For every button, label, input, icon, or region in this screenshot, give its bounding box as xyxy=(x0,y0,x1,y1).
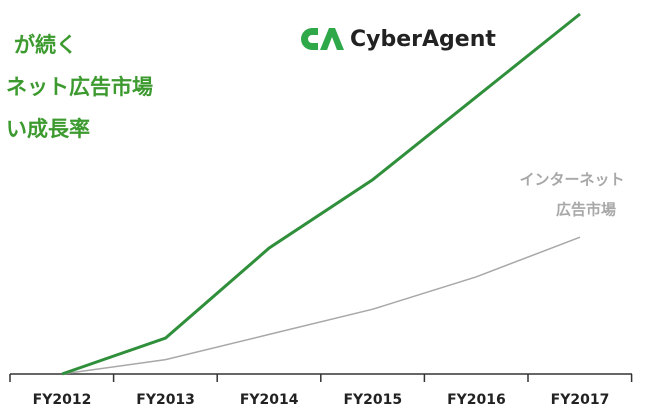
x-tick-label: FY2012 xyxy=(33,392,92,408)
series-line xyxy=(61,12,581,376)
title-line: ネット広告市場 xyxy=(6,75,153,99)
x-tick-label: FY2014 xyxy=(240,392,299,408)
series-label: 広告市場 xyxy=(556,201,616,219)
logo: CyberAgent xyxy=(301,27,496,52)
series-label: インターネット xyxy=(519,171,624,189)
x-tick-label: FY2016 xyxy=(447,392,506,408)
logo-icon xyxy=(320,28,344,50)
logo-text: CyberAgent xyxy=(350,27,496,52)
title-line: い成長率 xyxy=(6,117,90,141)
x-tick-label: FY2015 xyxy=(343,392,402,408)
x-tick-label: FY2013 xyxy=(136,392,195,408)
logo-icon xyxy=(301,28,318,50)
x-tick-label: FY2017 xyxy=(551,392,610,408)
series-line xyxy=(61,236,581,375)
title-line: が続く xyxy=(14,33,77,57)
